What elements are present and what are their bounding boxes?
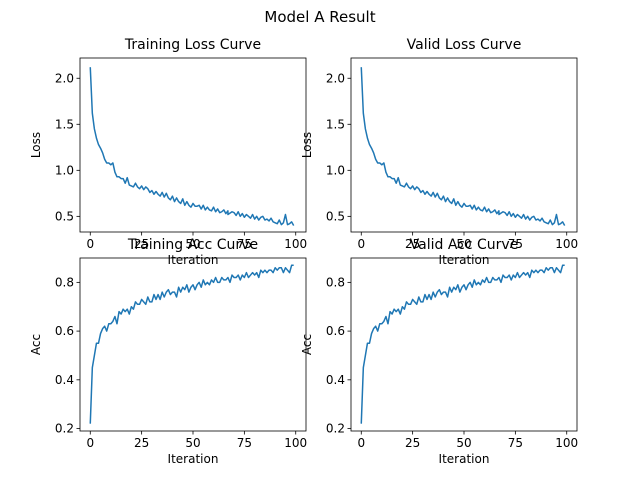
y-tick-label: 2.0 [55,71,74,85]
series-line [360,67,566,226]
x-tick-label: 75 [508,237,523,251]
y-axis-label: Loss [300,132,314,158]
x-tick-label: 0 [86,237,94,251]
y-tick-label: 1.0 [55,163,74,177]
y-tick-label: 2.0 [326,71,345,85]
figure-suptitle: Model A Result [264,8,375,26]
y-axis-label: Acc [29,334,43,355]
y-tick-label: 0.4 [326,373,345,387]
x-tick-label: 25 [405,237,420,251]
series-line [89,264,294,424]
x-axis-label: Iteration [168,253,219,267]
series-line [89,67,295,226]
y-axis-label: Loss [29,132,43,158]
x-axis-label: Iteration [439,253,490,267]
subplot-title: Valid Loss Curve [407,37,522,53]
y-tick-label: 0.4 [55,373,74,387]
subplot-1: 0 25 50 75 100 0.5 1.0 1.5 2.0 Iteration Loss Train… [29,37,307,267]
x-tick-label: 100 [284,436,307,450]
subplot-4: 0 25 50 75 100 0.2 0.4 0.6 0.8 Iteration Acc Valid … [300,237,578,466]
y-tick-label: 0.2 [55,422,74,436]
y-tick-label: 0.2 [326,422,345,436]
x-tick-label: 25 [405,436,420,450]
subplot-title: Training Acc Curve [127,237,258,253]
y-tick-label: 1.0 [326,163,345,177]
x-tick-label: 25 [134,237,149,251]
x-tick-label: 75 [508,436,523,450]
y-tick-label: 0.8 [55,275,74,289]
y-axis-label: Acc [300,334,314,355]
y-tick-label: 0.6 [55,324,74,338]
x-tick-label: 50 [456,436,471,450]
y-tick-label: 0.5 [55,209,74,223]
y-tick-label: 0.5 [326,209,345,223]
x-tick-label: 25 [134,436,149,450]
x-tick-label: 75 [237,237,252,251]
y-tick-label: 0.8 [326,275,345,289]
y-tick-label: 0.6 [326,324,345,338]
x-tick-label: 100 [555,436,578,450]
x-tick-label: 0 [86,436,94,450]
series-line [360,264,565,424]
subplot-3: 0 25 50 75 100 0.2 0.4 0.6 0.8 Iteration Acc Traini… [29,237,307,466]
x-tick-label: 100 [555,237,578,251]
x-tick-label: 50 [456,237,471,251]
subplot-2: 0 25 50 75 100 0.5 1.0 1.5 2.0 Iteration Loss Valid… [300,37,578,267]
x-tick-label: 50 [185,237,200,251]
y-tick-label: 1.5 [55,117,74,131]
x-tick-label: 0 [357,237,365,251]
x-tick-label: 75 [237,436,252,450]
x-tick-label: 0 [357,436,365,450]
subplot-title: Training Loss Curve [124,37,261,53]
subplots-group: 0 25 50 75 100 0.5 1.0 1.5 2.0 Iteration Loss Train… [29,37,578,466]
x-tick-label: 100 [284,237,307,251]
subplot-title: Valid Acc Curve [410,237,519,253]
y-tick-label: 1.5 [326,117,345,131]
x-axis-label: Iteration [168,452,219,466]
x-axis-label: Iteration [439,452,490,466]
x-tick-label: 50 [185,436,200,450]
